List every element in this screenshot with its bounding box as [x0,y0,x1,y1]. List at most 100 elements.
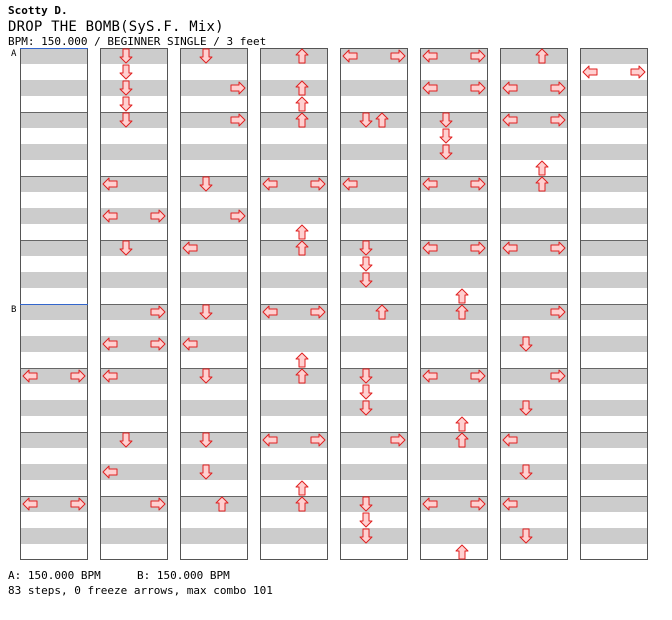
beat-stripe [420,176,488,192]
right-arrow-icon [470,241,486,255]
beat-stripe [100,432,168,448]
beat-stripe [420,80,488,96]
beat-stripe [500,48,568,64]
beat-stripe [20,240,88,256]
bpm-a-label: A: 150.000 BPM [8,569,101,582]
down-arrow-icon [519,464,533,480]
left-arrow-icon [22,497,38,511]
right-arrow-icon [470,81,486,95]
down-arrow-icon [359,384,373,400]
beat-stripe [20,528,88,544]
left-arrow-icon [502,433,518,447]
beat-stripe [420,304,488,320]
beat-stripe [100,144,168,160]
chart-info: BPM: 150.000 / BEGINNER SINGLE / 3 feet [8,35,267,48]
up-arrow-icon [455,432,469,448]
right-arrow-icon [470,369,486,383]
beat-stripe [100,400,168,416]
beat-stripe [20,304,88,320]
left-arrow-icon [502,81,518,95]
right-arrow-icon [550,305,566,319]
beat-stripe [180,208,248,224]
beat-stripe [500,496,568,512]
left-arrow-icon [102,209,118,223]
beat-stripe [340,432,408,448]
beat-stripe [420,48,488,64]
beat-stripe [20,432,88,448]
right-arrow-icon [470,177,486,191]
beat-stripe [260,240,328,256]
up-arrow-icon [375,112,389,128]
down-arrow-icon [359,240,373,256]
beat-stripe [500,432,568,448]
beat-stripe [100,496,168,512]
beat-stripe [500,368,568,384]
beat-stripe [580,496,648,512]
left-arrow-icon [102,177,118,191]
beat-stripe [420,240,488,256]
down-arrow-icon [439,112,453,128]
chart-column [500,48,568,560]
right-arrow-icon [230,81,246,95]
beat-stripe [420,496,488,512]
beat-stripe [500,400,568,416]
left-arrow-icon [502,497,518,511]
right-arrow-icon [470,49,486,63]
up-arrow-icon [295,240,309,256]
beat-stripe [500,464,568,480]
left-arrow-icon [422,177,438,191]
up-arrow-icon [455,416,469,432]
down-arrow-icon [519,528,533,544]
up-arrow-icon [295,368,309,384]
down-arrow-icon [119,240,133,256]
beat-stripe [20,48,88,64]
left-arrow-icon [422,81,438,95]
right-arrow-icon [550,241,566,255]
beat-stripe [180,144,248,160]
beat-stripe [260,112,328,128]
beat-stripe [420,464,488,480]
beat-stripe [340,112,408,128]
chart-column [260,48,328,560]
down-arrow-icon [199,304,213,320]
beat-stripe [100,528,168,544]
left-arrow-icon [582,65,598,79]
beat-stripe [180,48,248,64]
beat-stripe [100,208,168,224]
beat-stripe [420,528,488,544]
beat-stripe [500,528,568,544]
beat-stripe [180,272,248,288]
right-arrow-icon [390,433,406,447]
down-arrow-icon [359,400,373,416]
up-arrow-icon [375,304,389,320]
beat-stripe [20,144,88,160]
beat-stripe [580,272,648,288]
beat-stripe [100,80,168,96]
beat-stripe [20,112,88,128]
beat-stripe [180,464,248,480]
down-arrow-icon [359,512,373,528]
down-arrow-icon [199,432,213,448]
beat-stripe [580,528,648,544]
beat-stripe [340,336,408,352]
left-arrow-icon [342,49,358,63]
up-arrow-icon [295,224,309,240]
beat-stripe [100,336,168,352]
down-arrow-icon [119,48,133,64]
beat-stripe [420,112,488,128]
beat-stripe [340,80,408,96]
beat-stripe [260,528,328,544]
left-arrow-icon [182,241,198,255]
beat-stripe [180,240,248,256]
chart-column [100,48,168,560]
bpm-marker-label: B [11,305,16,315]
song-title: DROP THE BOMB(SyS.F. Mix) [8,19,224,35]
up-arrow-icon [455,304,469,320]
up-arrow-icon [295,496,309,512]
left-arrow-icon [22,369,38,383]
beat-stripe [580,432,648,448]
right-arrow-icon [630,65,646,79]
beat-stripe [20,208,88,224]
down-arrow-icon [359,256,373,272]
beat-stripe [500,208,568,224]
